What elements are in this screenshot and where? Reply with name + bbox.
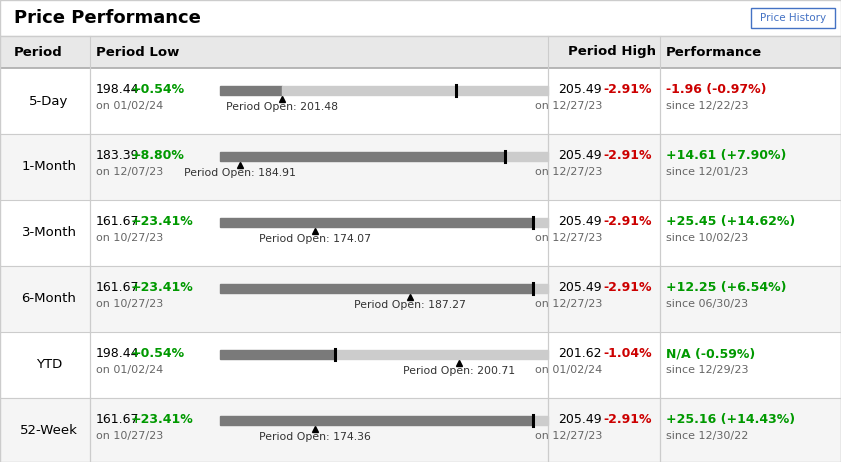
Text: +23.41%: +23.41% [131, 215, 193, 228]
Text: 3-Month: 3-Month [22, 226, 77, 239]
Text: 6-Month: 6-Month [22, 292, 77, 305]
Bar [533, 285, 548, 293]
Text: 198.44: 198.44 [96, 83, 140, 96]
Text: Price History: Price History [760, 13, 826, 23]
Text: +8.80%: +8.80% [131, 149, 185, 162]
Text: since 12/30/22: since 12/30/22 [666, 432, 748, 441]
Text: on 12/27/23: on 12/27/23 [535, 167, 602, 177]
Text: +0.54%: +0.54% [131, 347, 185, 360]
Text: 183.39: 183.39 [96, 149, 140, 162]
Bar [220, 416, 533, 426]
Bar [0, 332, 841, 398]
Bar [0, 398, 841, 462]
Text: 1-Month: 1-Month [22, 160, 77, 174]
Text: 161.67: 161.67 [96, 281, 140, 294]
Text: -1.04%: -1.04% [603, 347, 652, 360]
Bar [533, 219, 548, 227]
Bar [0, 0, 841, 36]
Text: on 10/27/23: on 10/27/23 [96, 432, 163, 441]
Text: on 12/27/23: on 12/27/23 [535, 299, 602, 309]
Text: N/A (-0.59%): N/A (-0.59%) [666, 347, 755, 360]
Text: +14.61 (+7.90%): +14.61 (+7.90%) [666, 149, 786, 162]
Text: 205.49: 205.49 [558, 149, 602, 162]
Text: on 10/27/23: on 10/27/23 [96, 299, 163, 309]
Text: 205.49: 205.49 [558, 83, 602, 96]
Bar [283, 86, 548, 96]
Text: since 12/29/23: since 12/29/23 [666, 365, 748, 375]
Text: YTD: YTD [36, 359, 62, 371]
Bar [0, 134, 841, 200]
Bar [220, 86, 283, 96]
Text: 201.62: 201.62 [558, 347, 602, 360]
Text: -2.91%: -2.91% [603, 215, 652, 228]
Bar [220, 351, 335, 359]
Text: since 12/22/23: since 12/22/23 [666, 101, 748, 111]
Text: since 10/02/23: since 10/02/23 [666, 233, 748, 243]
Text: Period High: Period High [568, 45, 656, 59]
Text: +23.41%: +23.41% [131, 281, 193, 294]
Bar [220, 219, 533, 227]
Text: on 01/02/24: on 01/02/24 [535, 365, 602, 375]
Text: since 06/30/23: since 06/30/23 [666, 299, 748, 309]
Text: +25.45 (+14.62%): +25.45 (+14.62%) [666, 215, 796, 228]
Text: Period Open: 174.36: Period Open: 174.36 [259, 432, 371, 443]
Bar [533, 416, 548, 426]
Bar [505, 152, 548, 162]
Text: +25.16 (+14.43%): +25.16 (+14.43%) [666, 413, 795, 426]
Text: 205.49: 205.49 [558, 281, 602, 294]
Text: -2.91%: -2.91% [603, 149, 652, 162]
Text: on 10/27/23: on 10/27/23 [96, 233, 163, 243]
Text: -2.91%: -2.91% [603, 413, 652, 426]
Text: 205.49: 205.49 [558, 215, 602, 228]
Bar [220, 285, 533, 293]
Text: -2.91%: -2.91% [603, 83, 652, 96]
Text: Period Open: 200.71: Period Open: 200.71 [404, 366, 516, 377]
Bar [0, 36, 841, 68]
Text: Period Open: 174.07: Period Open: 174.07 [259, 235, 371, 244]
Text: Price Performance: Price Performance [14, 9, 201, 27]
Text: Period Open: 184.91: Period Open: 184.91 [183, 169, 296, 178]
Text: 52-Week: 52-Week [20, 425, 78, 438]
Text: 205.49: 205.49 [558, 413, 602, 426]
Text: 161.67: 161.67 [96, 215, 140, 228]
Text: on 01/02/24: on 01/02/24 [96, 365, 163, 375]
Text: since 12/01/23: since 12/01/23 [666, 167, 748, 177]
Bar [335, 351, 548, 359]
Text: 5-Day: 5-Day [29, 95, 69, 108]
Text: 161.67: 161.67 [96, 413, 140, 426]
Text: on 12/27/23: on 12/27/23 [535, 101, 602, 111]
Text: -1.96 (-0.97%): -1.96 (-0.97%) [666, 83, 766, 96]
Bar [220, 152, 505, 162]
Text: on 12/07/23: on 12/07/23 [96, 167, 163, 177]
Bar [0, 266, 841, 332]
Text: Period Open: 187.27: Period Open: 187.27 [354, 300, 466, 310]
Text: -2.91%: -2.91% [603, 281, 652, 294]
Text: on 01/02/24: on 01/02/24 [96, 101, 163, 111]
Bar [0, 200, 841, 266]
Text: on 12/27/23: on 12/27/23 [535, 432, 602, 441]
Text: 198.44: 198.44 [96, 347, 140, 360]
Text: Period Low: Period Low [96, 45, 179, 59]
Text: Period: Period [14, 45, 63, 59]
Text: Period Open: 201.48: Period Open: 201.48 [226, 103, 338, 112]
Text: Performance: Performance [666, 45, 762, 59]
Bar [0, 68, 841, 134]
Text: +12.25 (+6.54%): +12.25 (+6.54%) [666, 281, 786, 294]
FancyBboxPatch shape [751, 8, 835, 28]
Text: +0.54%: +0.54% [131, 83, 185, 96]
Text: on 12/27/23: on 12/27/23 [535, 233, 602, 243]
Text: +23.41%: +23.41% [131, 413, 193, 426]
